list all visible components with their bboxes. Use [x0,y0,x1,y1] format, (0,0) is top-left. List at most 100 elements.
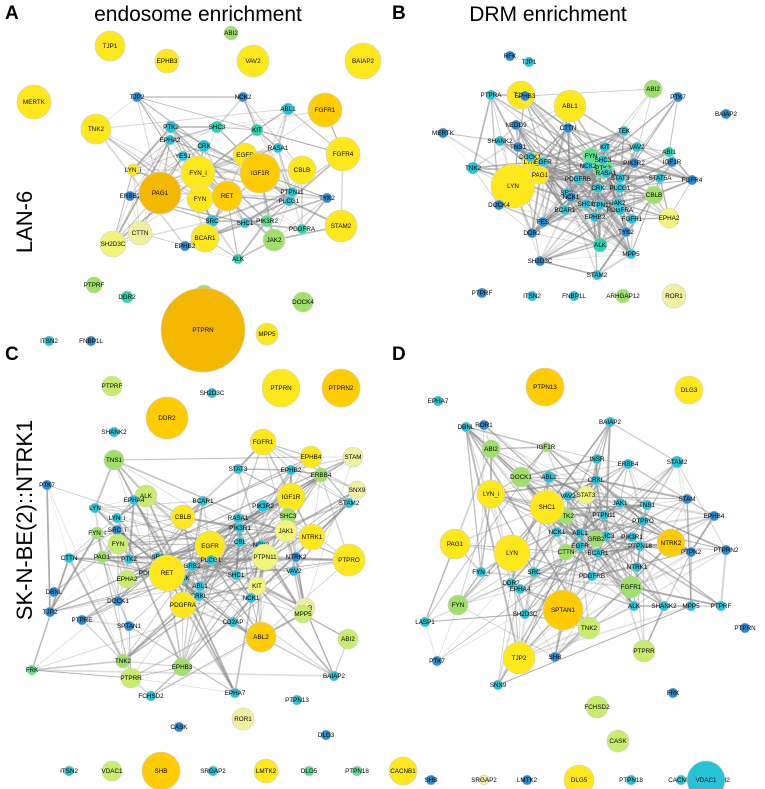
node-circle [131,91,143,103]
network-node: PTK2 [121,553,137,565]
node-circle [643,79,663,99]
network-edge [546,421,611,508]
network-edge [597,461,678,554]
network-edge [636,146,673,163]
network-node: BCAR1 [588,547,609,559]
node-circle [628,600,640,612]
node-circle [298,523,326,551]
network-edge [465,426,482,573]
network-node: LYN_i [109,512,125,524]
network-node: STAM [342,446,364,468]
network-edge [232,570,295,623]
network-edge [539,209,621,262]
network-edge [234,544,262,694]
node-circle [99,230,127,258]
node-label: PIK3R1 [229,525,251,532]
network-node: JAK1 [274,519,298,543]
network-edge [132,126,218,171]
network-edge [211,191,293,222]
network-edge [472,167,500,206]
node-label: EPHB4 [704,513,725,520]
network-edge [291,191,328,199]
network-edge [676,461,688,500]
node-label: TJP2 [130,94,145,101]
node-circle [210,120,224,134]
node-label: PTPRF [84,282,105,289]
network-edge [585,161,673,205]
node-label: NTRK1 [627,564,648,571]
node-circle [525,367,565,407]
node-label: ERBB2 [120,193,141,200]
node-circle [145,396,189,440]
panel-letter-d: D [392,344,406,365]
node-label: NCK1 [243,595,260,602]
network-edge [633,151,670,164]
node-circle [631,141,643,153]
node-label: FRK [667,690,680,697]
node-label: ABL1 [192,583,208,590]
node-label: ERBB4 [311,472,332,479]
network-node: CASK [606,729,630,753]
network-edge [531,232,632,255]
node-circle [580,198,592,210]
node-label: DBNL [46,589,63,596]
node-circle [173,721,185,733]
network-edge [518,551,567,659]
node-circle [505,577,517,589]
network-edge [539,174,599,189]
network-edge [182,536,313,579]
network-edge [198,574,237,597]
node-circle [172,657,192,677]
node-label: KIT [600,144,610,151]
node-label: STAM [678,496,695,503]
node-label: PIK3R2 [623,160,645,167]
node-circle [658,600,670,612]
network-edge [242,96,303,171]
node-label: SHC1 [228,572,245,579]
node-circle [598,509,610,521]
panel-letter-c: C [5,344,19,365]
node-label: PDGFRA [170,602,197,609]
network-edge [290,456,354,471]
node-label: DBNL [458,424,475,431]
network-edge [579,536,633,547]
node-label: SHC1 [578,201,595,208]
node-label: DOCK4 [488,202,510,209]
node-circle [325,136,361,172]
network-edge [239,502,350,543]
node-label: CASK [170,724,188,731]
node-label: LYN_i [524,159,541,166]
network-edge [216,96,244,128]
node-circle [460,421,472,433]
network-panel-a: TJP1 EPHB3 ABI2 VAV2 BAIAP2 MERTK TJP2 PTK2 SHC3… [16,25,382,373]
node-circle [591,453,603,465]
network-node: PIK3R1 [229,522,251,534]
node-circle [292,291,314,313]
network-edge [436,515,567,662]
node-circle [95,550,109,564]
network-edge [579,520,644,534]
node-label: TEK [618,128,631,135]
network-panel-b: RFKTJP1PTPRATJP2EPHB3ABL1ABI2PTK7NEDD9CT… [432,50,738,309]
node-circle [324,209,358,243]
network-node: NEDD9 [505,119,527,131]
network-node: PTPRN2 [321,368,361,408]
row-label-skn: SK-N-BE(2)::NTRK1 [12,420,37,620]
node-circle [614,497,626,509]
node-label: CACNB1 [668,777,694,784]
node-label: PTPN11 [280,189,304,196]
network-node: BAIAP2 [599,416,622,428]
network-edge [567,127,693,181]
node-label: TJP1 [522,59,537,66]
network-node: PTPRF [711,600,731,612]
edge-layer [424,421,727,686]
node-circle [594,199,606,211]
network-edge [531,174,541,234]
network-node: TJP1 [522,56,537,68]
node-label: ABI2 [646,86,660,93]
network-edge [542,161,589,167]
network-edge [720,549,727,607]
network-edge [518,498,688,659]
network-edge [577,178,632,255]
network-edge [619,151,670,179]
